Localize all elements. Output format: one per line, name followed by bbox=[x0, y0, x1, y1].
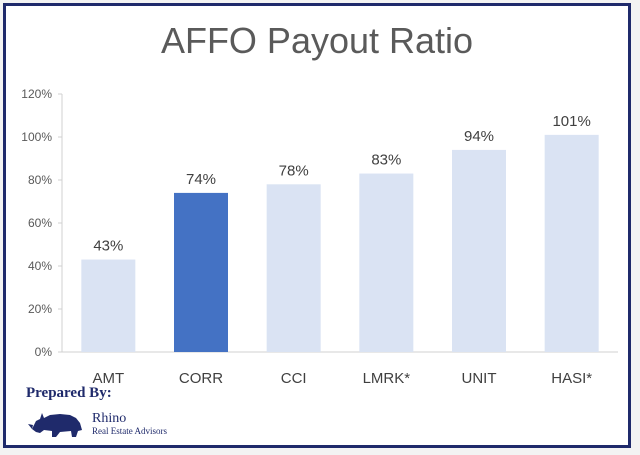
y-tick-label: 100% bbox=[21, 130, 52, 144]
y-tick-label: 120% bbox=[21, 87, 52, 101]
x-tick-label: HASI* bbox=[551, 370, 592, 387]
x-tick-label: UNIT bbox=[462, 370, 497, 387]
rhino-logo-icon bbox=[28, 413, 82, 437]
x-tick-label: CORR bbox=[179, 370, 223, 387]
bar bbox=[266, 184, 321, 352]
brand-name: Rhino bbox=[92, 411, 127, 426]
data-label: 78% bbox=[279, 162, 309, 179]
data-label: 94% bbox=[464, 128, 494, 145]
chart-title: AFFO Payout Ratio bbox=[160, 20, 474, 61]
data-label: 43% bbox=[93, 238, 123, 255]
x-tick-label: LMRK* bbox=[363, 370, 411, 387]
prepared-by-label: Prepared By: bbox=[26, 385, 112, 401]
data-label: 83% bbox=[371, 152, 401, 169]
y-tick-label: 80% bbox=[28, 173, 52, 187]
bar bbox=[81, 259, 136, 352]
bar bbox=[359, 173, 414, 352]
bar bbox=[452, 149, 506, 352]
prepared-by-logo: Prepared By: Rhino Real Estate Advisors bbox=[26, 385, 176, 443]
data-label: 74% bbox=[186, 171, 216, 188]
y-tick-label: 40% bbox=[28, 259, 52, 273]
data-label: 101% bbox=[552, 113, 590, 130]
x-tick-label: CCI bbox=[281, 370, 307, 387]
y-tick-label: 20% bbox=[28, 302, 52, 316]
brand-tagline: Real Estate Advisors bbox=[92, 426, 167, 436]
bar bbox=[174, 192, 228, 352]
y-tick-label: 0% bbox=[35, 345, 53, 359]
x-tick-label: AMT bbox=[92, 370, 124, 387]
y-tick-label: 60% bbox=[28, 216, 52, 230]
bar bbox=[544, 134, 599, 352]
